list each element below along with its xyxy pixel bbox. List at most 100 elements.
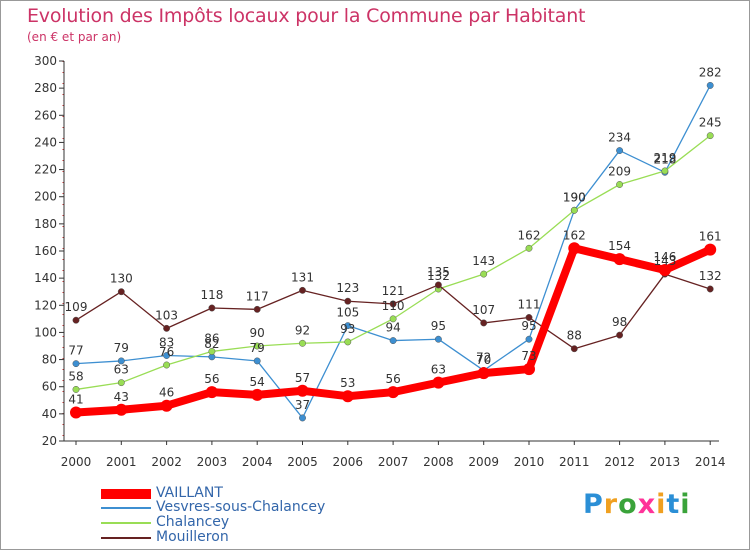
y-tick-label: 280 — [34, 81, 57, 95]
data-point — [344, 338, 352, 346]
x-tick-label: 2014 — [695, 455, 726, 469]
data-label: 146 — [653, 250, 676, 264]
data-point — [706, 285, 714, 293]
chart-subtitle: (en € et par an) — [27, 30, 122, 44]
data-label: 70 — [476, 353, 491, 367]
legend-label: Mouilleron — [156, 529, 229, 545]
data-point — [72, 385, 80, 393]
y-tick-label: 240 — [34, 135, 57, 149]
data-label: 56 — [204, 372, 219, 386]
data-label: 118 — [200, 288, 223, 302]
logo-letter: i — [680, 489, 691, 520]
data-point — [568, 242, 581, 255]
data-point — [253, 305, 261, 313]
data-label: 41 — [68, 393, 83, 407]
data-point — [616, 181, 624, 188]
data-label: 72 — [476, 350, 491, 364]
data-label: 123 — [336, 281, 359, 295]
data-label: 234 — [608, 131, 631, 145]
data-point — [661, 167, 669, 175]
data-label: 143 — [472, 254, 495, 268]
data-point — [299, 286, 306, 294]
legend-swatch — [101, 507, 151, 509]
data-label: 130 — [110, 272, 133, 286]
data-label: 132 — [699, 269, 722, 283]
data-point — [613, 253, 626, 266]
data-point — [117, 379, 125, 387]
chart-axes: 20 40 60 80 100 120 140 160 180 200 220 240 260 280 30… — [34, 54, 725, 469]
data-point — [208, 304, 216, 312]
logo-letter: r — [603, 489, 619, 520]
logo-letter: t — [666, 489, 681, 520]
data-label: 82 — [204, 337, 219, 351]
series-vaillant — [70, 242, 717, 419]
data-label: 63 — [114, 363, 129, 377]
data-point — [525, 335, 533, 343]
data-point — [434, 281, 442, 289]
data-point — [251, 388, 264, 401]
y-tick-label: 80 — [42, 353, 57, 367]
data-point — [115, 403, 128, 416]
data-label: 58 — [68, 369, 83, 383]
data-label: 143 — [653, 254, 676, 268]
data-label: 86 — [204, 331, 219, 345]
data-label: 219 — [653, 151, 676, 165]
data-label: 53 — [340, 376, 355, 390]
series-chalancey — [72, 132, 714, 393]
data-label: 107 — [472, 303, 495, 317]
legend-label: VAILLANT — [156, 485, 223, 501]
x-tick-label: 2011 — [559, 455, 590, 469]
data-point — [525, 244, 533, 252]
data-label: 95 — [521, 319, 536, 333]
y-tick-label: 300 — [34, 54, 57, 68]
data-label: 190 — [563, 190, 586, 204]
y-tick-label: 120 — [34, 298, 57, 312]
x-tick-label: 2003 — [197, 455, 228, 469]
data-point — [344, 297, 352, 305]
x-tick-label: 2008 — [423, 455, 454, 469]
series-layer — [70, 81, 717, 422]
data-point — [344, 322, 352, 330]
data-label: 88 — [567, 329, 582, 343]
data-point — [296, 384, 309, 397]
chart-title: Evolution des Impôts locaux pour la Comm… — [27, 5, 586, 27]
data-point — [389, 315, 397, 323]
data-point — [480, 270, 488, 278]
data-label: 154 — [608, 239, 631, 253]
data-label: 161 — [699, 230, 722, 244]
data-label: 54 — [250, 375, 265, 389]
data-labels-layer: 77 79 83 82 79 37 105 94 95 72 95 190 234 218 282 58 63 7… — [65, 65, 722, 411]
data-point — [253, 342, 261, 350]
data-label: 56 — [385, 372, 400, 386]
x-tick-label: 2006 — [333, 455, 364, 469]
data-point — [72, 316, 80, 324]
data-point — [389, 337, 397, 345]
logo-letter: i — [656, 489, 667, 520]
data-label: 132 — [427, 269, 450, 283]
data-label: 57 — [295, 371, 310, 385]
data-label: 63 — [431, 363, 446, 377]
y-tick-label: 200 — [34, 190, 57, 204]
data-label: 111 — [518, 298, 541, 312]
data-point — [299, 339, 306, 347]
series-mouilleron — [72, 270, 714, 353]
data-label: 94 — [385, 321, 400, 335]
data-point — [72, 360, 80, 368]
legend-swatch — [101, 489, 151, 499]
y-tick-label: 40 — [42, 407, 57, 421]
data-label: 90 — [250, 326, 265, 340]
data-label: 131 — [291, 270, 314, 284]
data-point — [616, 147, 624, 155]
data-point — [70, 406, 82, 419]
data-point — [117, 288, 125, 296]
data-label: 105 — [336, 306, 359, 320]
data-point — [117, 357, 125, 365]
data-point — [480, 319, 488, 327]
data-label: 162 — [518, 228, 541, 242]
data-label: 46 — [159, 386, 174, 400]
data-point — [523, 363, 535, 376]
data-label: 98 — [612, 315, 627, 329]
data-label: 162 — [563, 228, 586, 242]
